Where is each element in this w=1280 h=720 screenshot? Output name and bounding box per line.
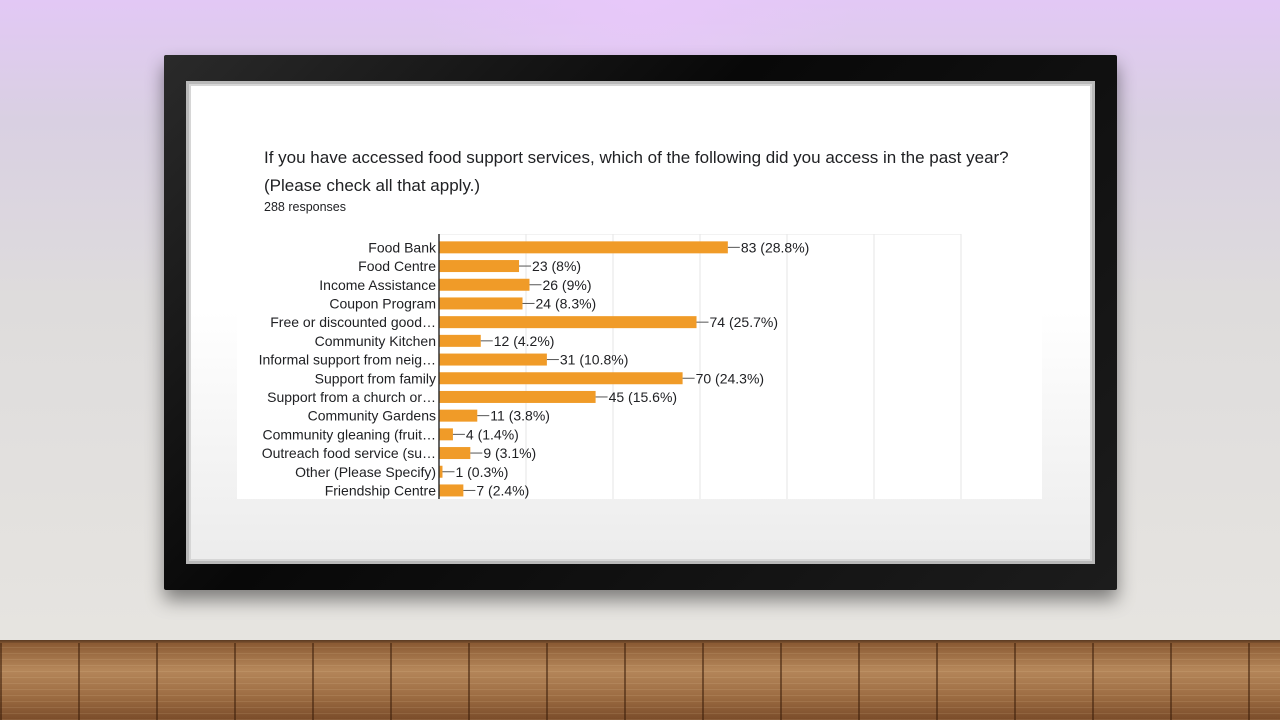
category-label: Free or discounted good…: [270, 314, 436, 330]
bar: [439, 260, 520, 273]
data-label: 45 (15.6%): [609, 389, 677, 405]
category-label: Community Kitchen: [315, 333, 436, 349]
bar: [439, 278, 530, 291]
bar: [439, 390, 596, 403]
category-label: Community Gardens: [308, 408, 436, 424]
data-label: 23 (8%): [532, 258, 581, 274]
bar: [439, 484, 464, 497]
category-label: Food Centre: [358, 258, 436, 274]
bar: [439, 465, 443, 478]
bar: [439, 353, 547, 366]
data-label: 31 (10.8%): [560, 352, 628, 368]
data-label: 26 (9%): [542, 277, 591, 293]
category-label: Coupon Program: [329, 295, 436, 311]
data-label: 7 (2.4%): [476, 482, 529, 498]
data-label: 74 (25.7%): [710, 314, 778, 330]
category-label: Support from family: [315, 370, 436, 386]
bar: [439, 372, 683, 385]
picture-frame: If you have accessed food support servic…: [164, 55, 1117, 590]
data-label: 24 (8.3%): [536, 295, 597, 311]
bar: [439, 297, 523, 310]
response-count: 288 responses: [264, 200, 347, 214]
category-label: Informal support from neig…: [259, 352, 436, 368]
category-label: Food Bank: [368, 239, 437, 255]
bar: [439, 316, 697, 329]
question-title: If you have accessed food support servic…: [264, 148, 1009, 195]
category-label: Outreach food service (su…: [262, 445, 436, 461]
bar: [439, 334, 481, 347]
data-label: 1 (0.3%): [455, 464, 508, 480]
bar: [439, 409, 478, 422]
bar: [439, 241, 728, 254]
data-label: 9 (3.1%): [483, 445, 536, 461]
floor-edge: [0, 640, 1280, 644]
wooden-floor: [0, 643, 1280, 720]
category-label: Other (Please Specify): [295, 464, 436, 480]
data-label: 12 (4.2%): [494, 333, 555, 349]
bar: [439, 447, 471, 460]
data-label: 4 (1.4%): [466, 426, 519, 442]
data-label: 70 (24.3%): [696, 370, 764, 386]
category-label: Community gleaning (fruit…: [262, 426, 436, 442]
data-label: 83 (28.8%): [741, 239, 809, 255]
bar-chart: Food Bank 83 (28.8%) Food Centre 23 (8%) Inc…: [237, 234, 1042, 499]
frame-canvas: If you have accessed food support servic…: [186, 81, 1095, 564]
bar: [439, 428, 453, 441]
category-label: Support from a church or…: [267, 389, 436, 405]
bar-chart-svg: Food Bank 83 (28.8%) Food Centre 23 (8%) Inc…: [259, 234, 962, 499]
category-label: Income Assistance: [319, 277, 436, 293]
data-label: 11 (3.8%): [490, 408, 550, 424]
category-label: Friendship Centre: [325, 482, 436, 498]
